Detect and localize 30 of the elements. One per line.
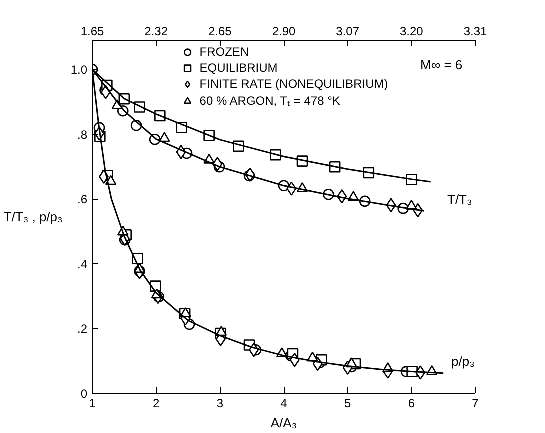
x-tick-label: 5: [344, 396, 352, 410]
annotation: T/T₃: [448, 192, 472, 207]
x-tick-label: 3: [216, 396, 224, 410]
y-tick-label: .6: [77, 192, 88, 207]
y-tick-label: .4: [77, 257, 88, 272]
x-tick-label: 2: [152, 396, 160, 410]
x-axis-title: A/A₃: [270, 416, 298, 430]
annotation: M∞ = 6: [420, 58, 463, 73]
text: 3.31: [464, 24, 488, 38]
x-tick-label: 1: [89, 396, 96, 410]
text: 3.20: [400, 24, 424, 38]
legend-label: EQUILIBRIUM: [200, 60, 278, 76]
text: 2.90: [272, 24, 296, 38]
annotation: p/p₃: [452, 354, 475, 370]
text: 1.65: [80, 24, 105, 38]
y-tick-label: .2: [77, 322, 88, 336]
y-tick-label: 0: [80, 387, 88, 401]
x-tick-label: 4: [280, 396, 288, 410]
x-tick-label: 6: [408, 396, 416, 410]
y-tick-label: .8: [77, 128, 88, 142]
legend-label: 60 % ARGON, Tₜ = 478 °K: [200, 93, 340, 109]
text: 2.65: [208, 24, 232, 38]
x-tick-label: 7: [472, 396, 480, 410]
text: 2.32: [144, 24, 168, 38]
legend-label: FROZEN: [200, 44, 250, 60]
y-tick-label: 1.0: [70, 63, 88, 78]
y-axis-title: T/T₃ , p/p₃: [4, 210, 63, 224]
legend-label: FINITE RATE (NONEQUILIBRIUM): [200, 76, 388, 92]
point: [158, 132, 170, 142]
text: 3.07: [336, 24, 360, 38]
